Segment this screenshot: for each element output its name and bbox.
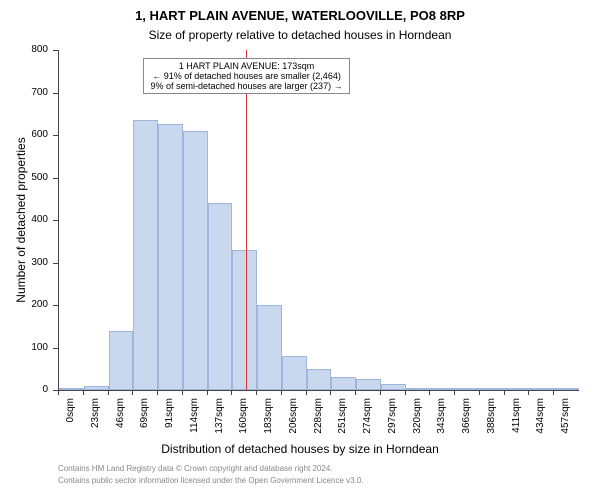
footer-line-2: Contains public sector information licen… [58,476,590,485]
histogram-bar [183,131,208,390]
x-tick-mark [504,390,505,395]
x-tick-mark [405,390,406,395]
histogram-bar [529,388,554,390]
x-tick-mark [132,390,133,395]
marker-line [246,50,247,390]
histogram-bar [257,305,282,390]
histogram-bar [208,203,233,390]
x-axis-label: Distribution of detached houses by size … [0,442,600,456]
y-tick-mark [53,135,58,136]
y-tick-label: 400 [0,214,48,225]
histogram-bar [109,331,134,391]
x-tick-mark [429,390,430,395]
y-tick-label: 800 [0,44,48,55]
x-tick-mark [528,390,529,395]
histogram-bar [331,377,356,390]
x-tick-label: 411sqm [511,398,522,438]
histogram-bar [554,388,579,390]
x-tick-label: 23sqm [90,398,101,438]
annotation-box: 1 HART PLAIN AVENUE: 173sqm← 91% of deta… [143,58,349,94]
histogram-bar [430,388,455,390]
x-tick-label: 434sqm [535,398,546,438]
x-tick-label: 366sqm [461,398,472,438]
chart-subtitle: Size of property relative to detached ho… [0,28,600,42]
plot-area: 1 HART PLAIN AVENUE: 173sqm← 91% of deta… [58,50,579,391]
chart-title: 1, HART PLAIN AVENUE, WATERLOOVILLE, PO8… [0,8,600,23]
y-tick-mark [53,220,58,221]
x-tick-mark [83,390,84,395]
x-tick-mark [479,390,480,395]
y-tick-label: 0 [0,384,48,395]
x-tick-mark [355,390,356,395]
histogram-bar [158,124,183,390]
x-tick-label: 69sqm [139,398,150,438]
y-tick-label: 200 [0,299,48,310]
y-tick-mark [53,263,58,264]
y-tick-mark [53,348,58,349]
histogram-bar [406,388,431,390]
x-tick-mark [553,390,554,395]
x-tick-mark [380,390,381,395]
x-tick-mark [157,390,158,395]
histogram-bar [133,120,158,390]
x-tick-label: 206sqm [288,398,299,438]
y-tick-label: 500 [0,172,48,183]
x-tick-label: 251sqm [337,398,348,438]
x-tick-label: 228sqm [313,398,324,438]
annotation-line: ← 91% of detached houses are smaller (2,… [150,71,342,81]
histogram-bar [356,379,381,390]
x-tick-mark [454,390,455,395]
histogram-bar [307,369,332,390]
x-tick-label: 388sqm [486,398,497,438]
x-tick-mark [330,390,331,395]
y-tick-label: 300 [0,257,48,268]
y-tick-mark [53,305,58,306]
histogram-bar [381,384,406,390]
x-tick-label: 160sqm [238,398,249,438]
histogram-bar [282,356,307,390]
y-tick-mark [53,178,58,179]
y-tick-mark [53,93,58,94]
x-tick-label: 183sqm [263,398,274,438]
y-tick-label: 700 [0,87,48,98]
x-tick-label: 46sqm [115,398,126,438]
x-tick-label: 343sqm [436,398,447,438]
y-tick-mark [53,50,58,51]
x-tick-mark [231,390,232,395]
x-tick-label: 137sqm [214,398,225,438]
x-tick-label: 320sqm [412,398,423,438]
x-tick-mark [182,390,183,395]
x-tick-mark [207,390,208,395]
x-tick-mark [108,390,109,395]
x-tick-label: 457sqm [560,398,571,438]
histogram-bar [505,388,530,390]
annotation-line: 1 HART PLAIN AVENUE: 173sqm [150,61,342,71]
x-tick-mark [58,390,59,395]
x-tick-mark [281,390,282,395]
footer-line-1: Contains HM Land Registry data © Crown c… [58,464,590,473]
histogram-bar [59,388,84,390]
x-tick-label: 114sqm [189,398,200,438]
x-tick-mark [256,390,257,395]
histogram-bar [232,250,257,390]
histogram-bar [84,386,109,390]
annotation-line: 9% of semi-detached houses are larger (2… [150,81,342,91]
chart-container: { "chart": { "type": "histogram", "title… [0,0,600,500]
x-tick-label: 274sqm [362,398,373,438]
x-tick-label: 297sqm [387,398,398,438]
y-tick-label: 100 [0,342,48,353]
x-tick-label: 91sqm [164,398,175,438]
y-tick-label: 600 [0,129,48,140]
x-tick-mark [306,390,307,395]
x-tick-label: 0sqm [65,398,76,438]
histogram-bar [455,388,480,390]
histogram-bar [480,388,505,390]
